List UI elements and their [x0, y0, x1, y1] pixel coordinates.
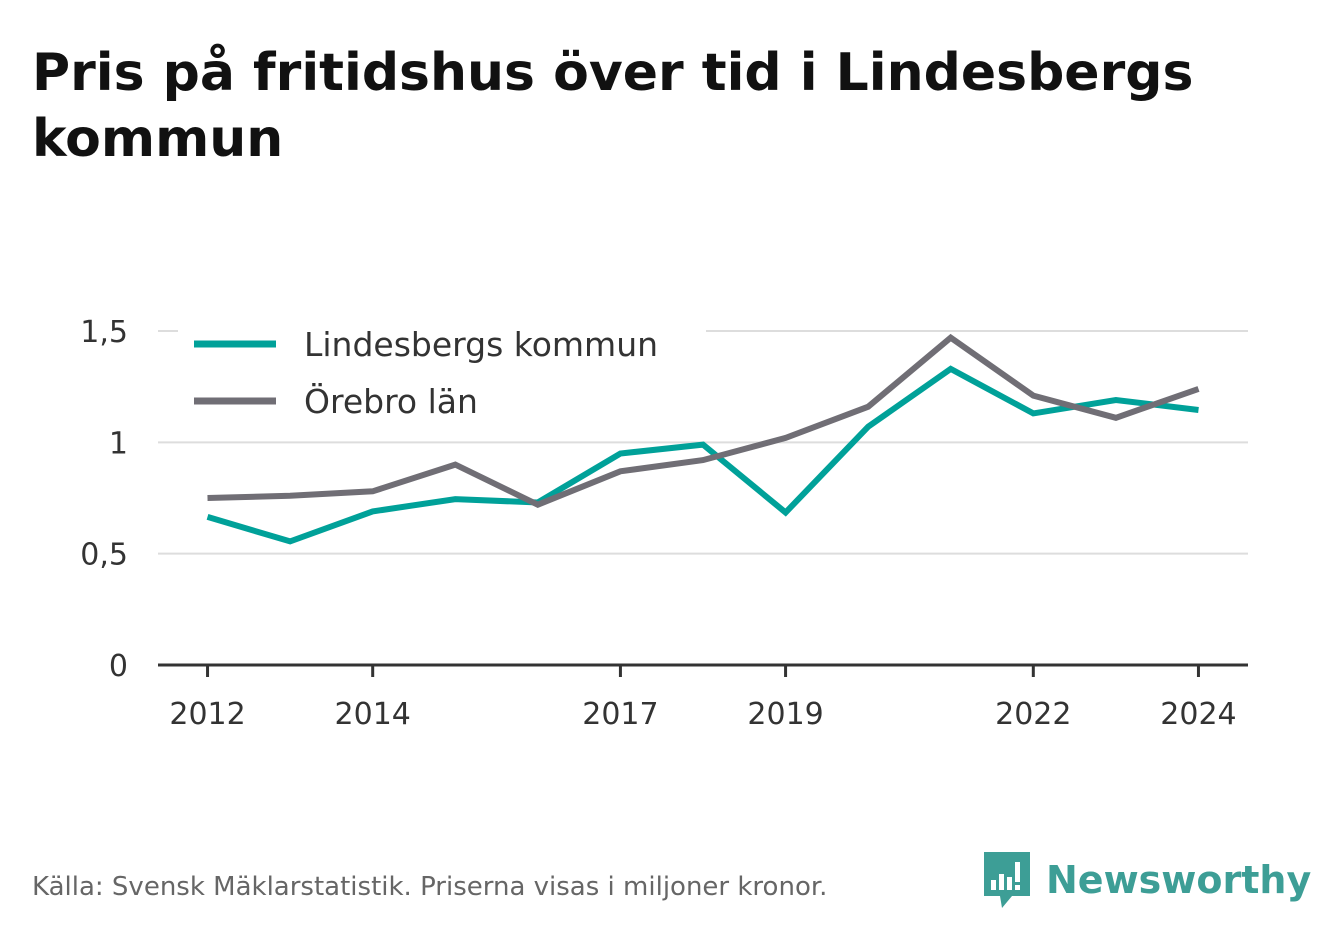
series-line-1 — [207, 333, 1200, 508]
legend-label: Örebro län — [304, 381, 478, 421]
x-tick-label: 2014 — [335, 697, 411, 732]
y-tick-label: 0,5 — [80, 538, 128, 573]
x-tick-label: 2022 — [995, 697, 1071, 732]
brand-name: Newsworthy — [1046, 858, 1312, 902]
brand-logo[interactable]: Newsworthy — [982, 850, 1311, 910]
source-note: Källa: Svensk Mäklarstatistik. Priserna … — [32, 872, 828, 902]
legend-background — [178, 322, 706, 430]
x-tick-label: 2012 — [169, 697, 245, 732]
x-tick-label: 2024 — [1160, 697, 1236, 732]
y-tick-label: 0 — [109, 649, 128, 684]
x-tick-label: 2019 — [747, 697, 823, 732]
x-tick-label: 2017 — [582, 697, 658, 732]
y-tick-label: 1 — [109, 426, 128, 461]
legend-label: Lindesbergs kommun — [304, 325, 658, 364]
axes: 0 0,5 1 1,5 2012 2014 2017 2019 2022 2024 — [80, 315, 1248, 732]
y-tick-label: 1,5 — [80, 315, 128, 350]
legend: Lindesbergs kommun Örebro län — [178, 322, 706, 430]
series-line-0 — [206, 365, 1199, 545]
chart-title: Pris på fritidshus över tid i Lindesberg… — [32, 43, 1194, 169]
newsworthy-logo-icon — [984, 852, 1030, 908]
series-lines — [206, 333, 1200, 545]
